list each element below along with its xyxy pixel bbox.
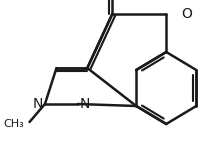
Text: N: N [33, 97, 43, 111]
Text: CH₃: CH₃ [3, 119, 24, 129]
Text: N: N [80, 97, 90, 111]
Text: O: O [182, 7, 192, 21]
